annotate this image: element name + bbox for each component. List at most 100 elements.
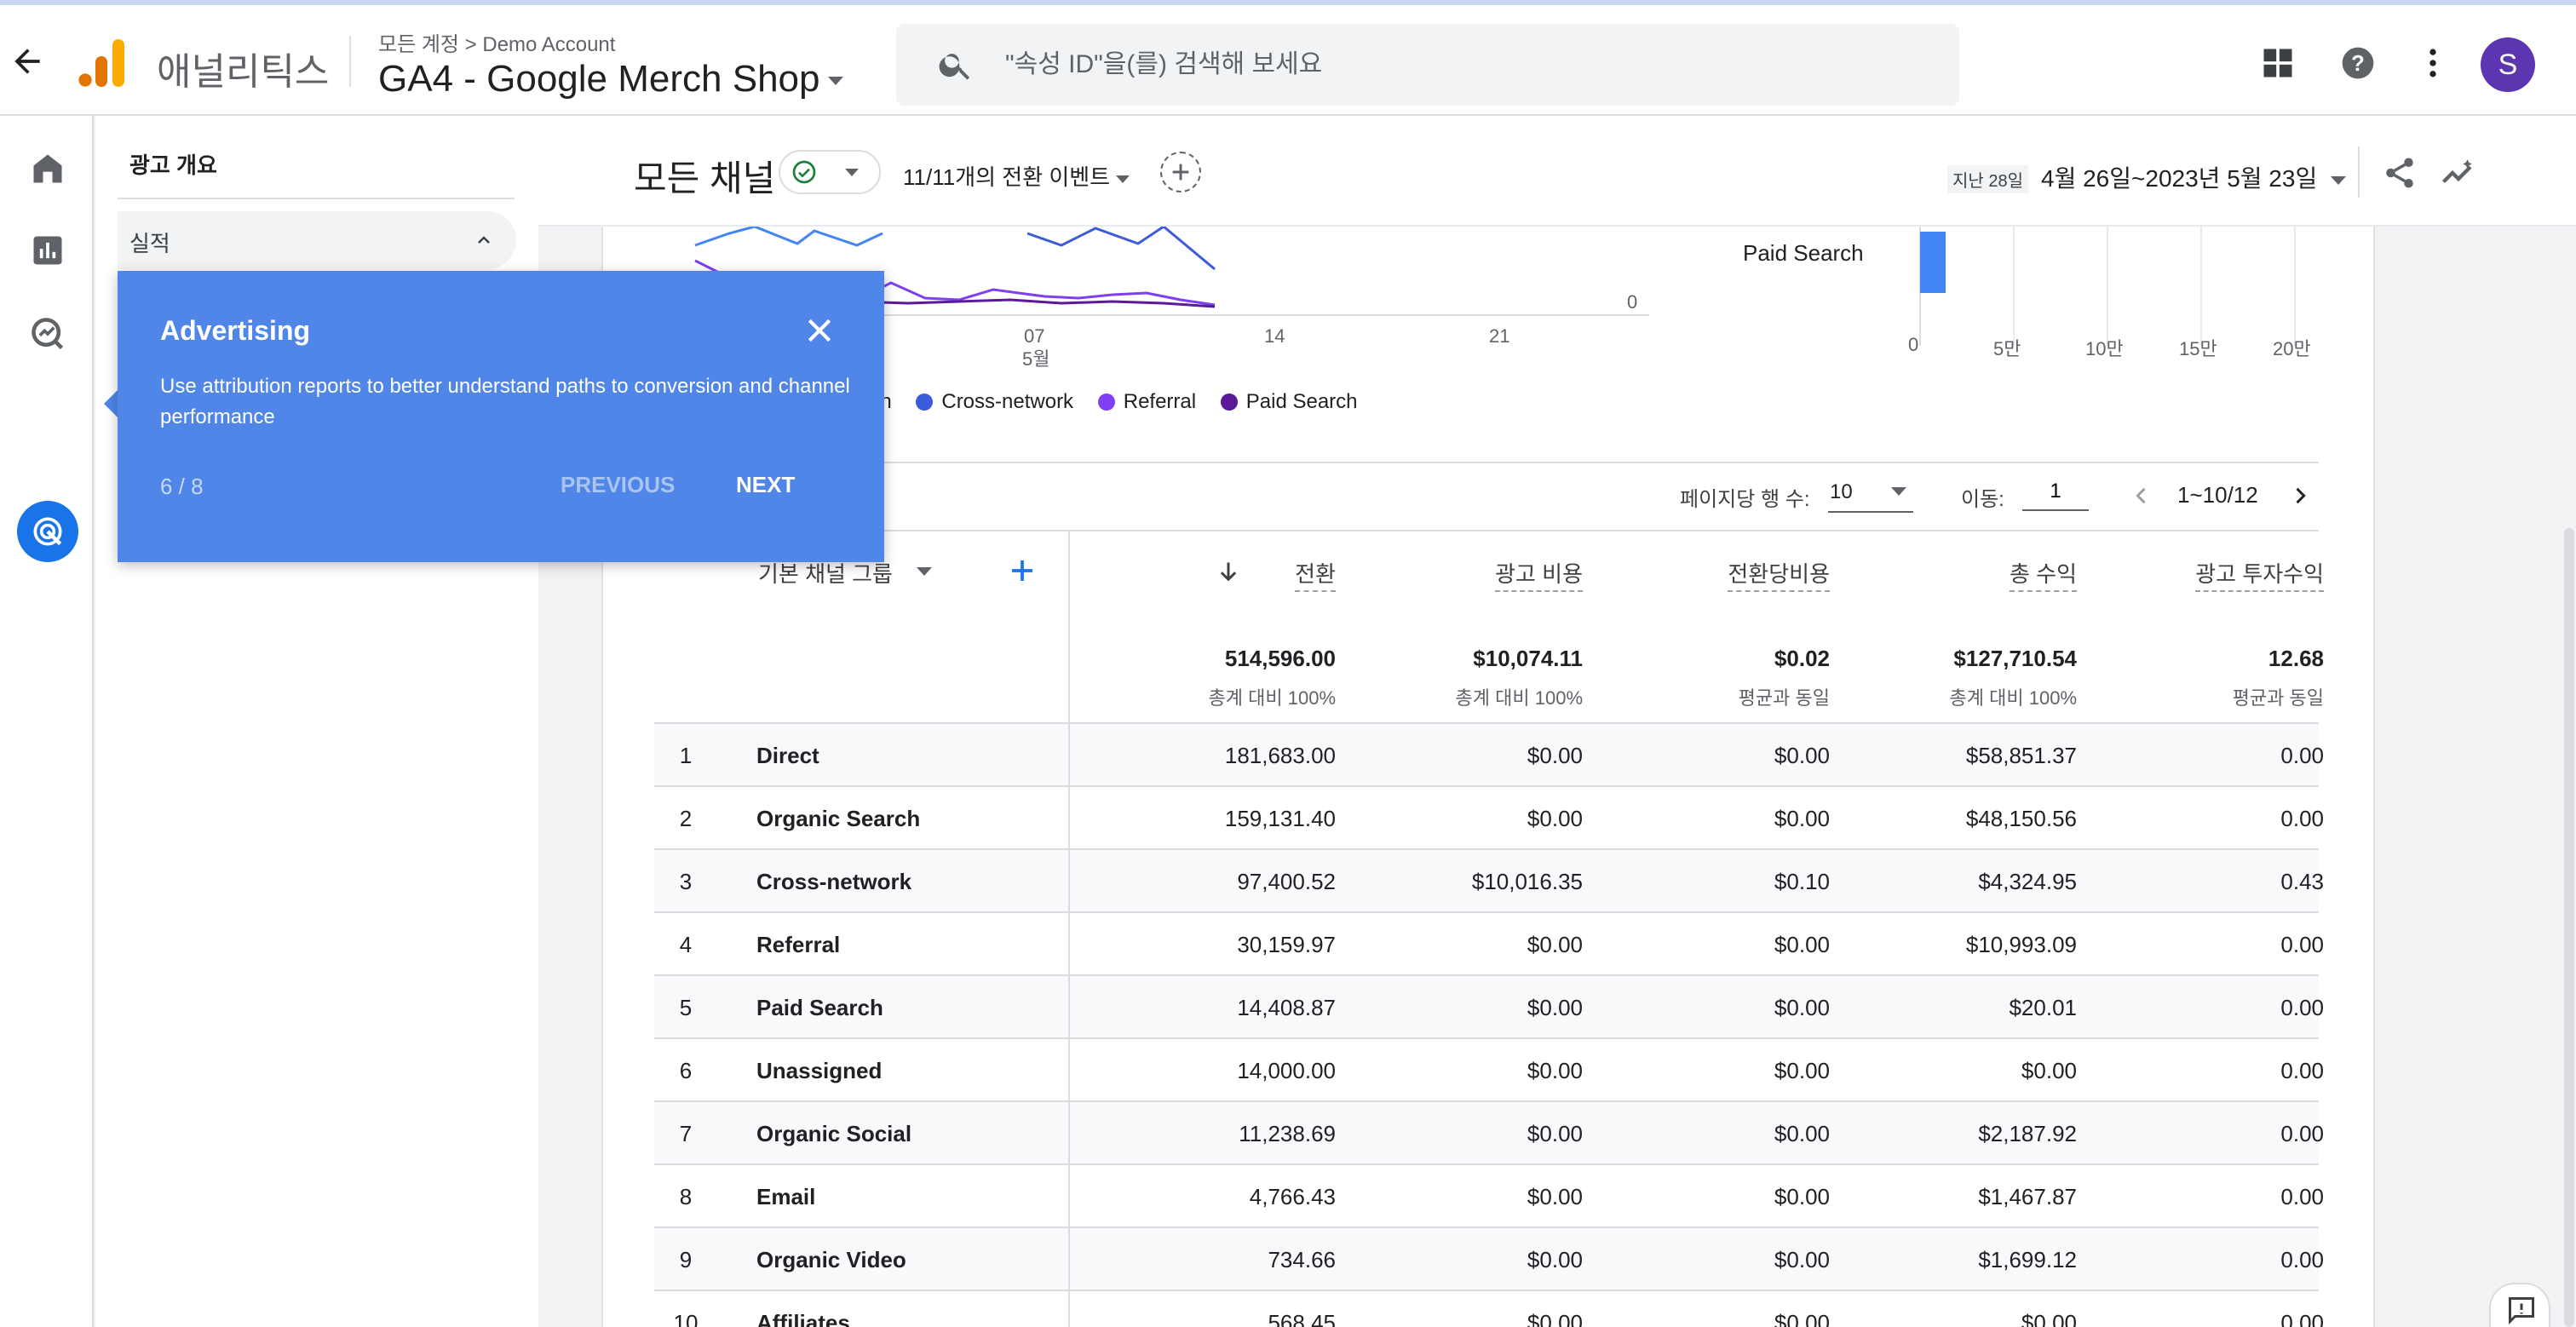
- line-series-blue: [694, 227, 883, 247]
- property-name: GA4 - Google Merch Shop: [378, 58, 820, 100]
- avatar[interactable]: S: [2481, 37, 2535, 92]
- legend-item[interactable]: Referral: [1097, 390, 1196, 414]
- nav-section-performance[interactable]: 실적: [118, 211, 516, 269]
- line-x-tick: 21: [1489, 325, 1510, 347]
- row-cell: $0.00: [1527, 1058, 1583, 1083]
- row-channel[interactable]: Organic Social: [756, 1121, 912, 1146]
- table-row[interactable]: 6 Unassigned 14,000.00 $0.00 $0.00 $0.00 0.00: [654, 1039, 2324, 1102]
- previous-button[interactable]: PREVIOUS: [561, 472, 676, 497]
- more-vert-icon[interactable]: [2414, 44, 2452, 82]
- column-total: $10,074.11: [1473, 646, 1583, 671]
- table-row[interactable]: 10 Affiliates 568.45 $0.00 $0.00 $0.00 0.00: [654, 1291, 2324, 1327]
- row-cell: 0.00: [2280, 1310, 2324, 1327]
- help-icon[interactable]: ?: [2339, 44, 2377, 82]
- row-number: 9: [679, 1247, 693, 1272]
- table-column-divider: [1068, 530, 1070, 1327]
- previous-page-icon[interactable]: [2130, 482, 2153, 509]
- top-bar: 애널리틱스 모든 계정 > Demo Account GA4 - Google …: [0, 0, 2576, 116]
- home-icon[interactable]: [29, 150, 66, 187]
- row-number: 1: [679, 743, 693, 768]
- advertising-icon[interactable]: [29, 513, 66, 550]
- insights-icon[interactable]: [2438, 155, 2479, 191]
- dimension-header[interactable]: 기본 채널 그룹: [758, 561, 893, 587]
- feedback-button[interactable]: [2489, 1283, 2550, 1327]
- legend-item[interactable]: Paid Search: [1220, 390, 1358, 414]
- legend-item[interactable]: Cross-network: [916, 390, 1073, 414]
- column-header-conversions[interactable]: 전환: [1295, 557, 1336, 592]
- explore-icon[interactable]: [29, 315, 66, 353]
- table-row[interactable]: 4 Referral 30,159.97 $0.00 $0.00 $10,993.09 0.…: [654, 913, 2324, 976]
- goto-page-input[interactable]: [2022, 474, 2089, 511]
- bar-paid-search: [1920, 232, 1946, 293]
- breadcrumb[interactable]: 모든 계정 > Demo Account: [378, 33, 616, 56]
- row-cell: $0.00: [1774, 995, 1830, 1020]
- row-cell: $0.00: [1527, 806, 1583, 831]
- table-row[interactable]: 1 Direct 181,683.00 $0.00 $0.00 $58,851.37 0.0…: [654, 724, 2324, 787]
- add-comparison-button[interactable]: [1160, 152, 1201, 192]
- table-row[interactable]: 2 Organic Search 159,131.40 $0.00 $0.00 $48,1…: [654, 787, 2324, 850]
- breadcrumb-account[interactable]: Demo Account: [482, 33, 616, 56]
- table-row[interactable]: 8 Email 4,766.43 $0.00 $0.00 $1,467.87 0.00: [654, 1165, 2324, 1228]
- row-channel[interactable]: Organic Video: [756, 1247, 906, 1272]
- row-cell: 159,131.40: [1224, 806, 1336, 831]
- rows-per-page-select[interactable]: 10: [1828, 475, 1913, 513]
- tooltip-body: Use attribution reports to better unders…: [160, 375, 850, 428]
- table-row[interactable]: 3 Cross-network 97,400.52 $10,016.35 $0.10 $4…: [654, 850, 2324, 913]
- page-title: 모든 채널: [634, 158, 776, 198]
- breadcrumb-root[interactable]: 모든 계정: [378, 33, 459, 56]
- nav-title[interactable]: 광고 개요: [129, 152, 217, 178]
- column-header-roas[interactable]: 광고 투자수익: [2195, 557, 2324, 592]
- row-cell: 0.00: [2280, 806, 2324, 831]
- back-arrow-icon[interactable]: [9, 43, 46, 80]
- property-selector[interactable]: GA4 - Google Merch Shop: [378, 58, 844, 101]
- apps-grid-icon[interactable]: [2259, 44, 2297, 82]
- date-range-selector[interactable]: 4월 26일~2023년 5월 23일: [2041, 160, 2346, 194]
- row-cell: $0.00: [1774, 1310, 1830, 1327]
- bar-tick: 10만: [2085, 338, 2124, 359]
- reports-icon[interactable]: [29, 232, 66, 269]
- row-channel[interactable]: Cross-network: [756, 869, 912, 894]
- table-body: 1 Direct 181,683.00 $0.00 $0.00 $58,851.37 0.0…: [654, 724, 2324, 1327]
- row-channel[interactable]: Paid Search: [756, 995, 883, 1020]
- tooltip-title: Advertising: [160, 315, 311, 346]
- column-header-cost-per-conversion[interactable]: 전환당비용: [1728, 557, 1830, 592]
- row-cell: $58,851.37: [1965, 743, 2077, 768]
- table-row[interactable]: 7 Organic Social 11,238.69 $0.00 $0.00 $2,187…: [654, 1102, 2324, 1165]
- data-table: 기본 채널 그룹 전환 광고 비용 전환당비용 총 수익 광고 투자수익 514…: [654, 530, 2324, 1327]
- next-button[interactable]: NEXT: [736, 472, 796, 497]
- caret-down-icon[interactable]: [917, 567, 932, 576]
- status-pill[interactable]: [779, 150, 881, 194]
- next-page-icon[interactable]: [2288, 482, 2312, 509]
- row-cell: 0.00: [2280, 1058, 2324, 1083]
- row-cell: $10,016.35: [1471, 869, 1583, 894]
- row-channel[interactable]: Affiliates: [756, 1310, 850, 1327]
- share-icon[interactable]: [2382, 155, 2418, 191]
- row-cell: 181,683.00: [1224, 743, 1336, 768]
- conversion-events-selector[interactable]: 11/11개의 전환 이벤트: [903, 160, 1130, 192]
- plus-icon: [1172, 164, 1189, 181]
- row-channel[interactable]: Organic Search: [756, 806, 921, 831]
- row-channel[interactable]: Email: [756, 1184, 816, 1209]
- search-bar[interactable]: [896, 24, 1959, 106]
- add-dimension-icon[interactable]: [1007, 555, 1038, 586]
- close-icon[interactable]: [802, 313, 837, 348]
- line-series-darkblue: [1026, 227, 1216, 271]
- legend-label: Paid Search: [1245, 390, 1358, 413]
- table-row[interactable]: 5 Paid Search 14,408.87 $0.00 $0.00 $20.01 0.0…: [654, 976, 2324, 1039]
- row-cell: 0.00: [2280, 1247, 2324, 1272]
- row-channel[interactable]: Referral: [756, 932, 841, 957]
- column-header-ad-cost[interactable]: 광고 비용: [1495, 557, 1583, 592]
- column-total-sub: 총계 대비 100%: [1455, 687, 1583, 709]
- row-channel[interactable]: Direct: [756, 743, 819, 768]
- search-input[interactable]: [1005, 39, 1925, 90]
- column-total: 514,596.00: [1224, 646, 1336, 671]
- line-x-tick: 5월: [1022, 348, 1050, 370]
- vertical-scrollbar[interactable]: [2564, 528, 2574, 1327]
- date-period-label: 지난 28일: [1947, 165, 2029, 193]
- analytics-logo-icon[interactable]: [78, 36, 126, 90]
- row-number: 5: [679, 995, 693, 1020]
- row-channel[interactable]: Unassigned: [756, 1058, 883, 1083]
- column-header-total-revenue[interactable]: 총 수익: [2010, 557, 2077, 592]
- table-row[interactable]: 9 Organic Video 734.66 $0.00 $0.00 $1,699.12 0…: [654, 1228, 2324, 1291]
- row-cell: $0.00: [1527, 1121, 1583, 1146]
